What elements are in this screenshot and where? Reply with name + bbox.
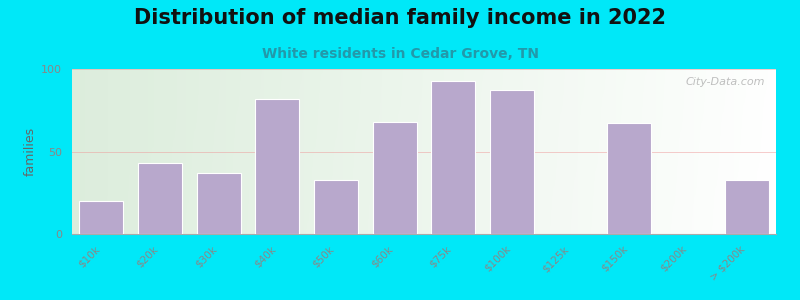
Bar <box>431 80 475 234</box>
Bar <box>490 90 534 234</box>
Text: City-Data.com: City-Data.com <box>686 77 766 87</box>
Bar <box>607 124 651 234</box>
Y-axis label: families: families <box>24 127 37 176</box>
Bar <box>197 173 241 234</box>
Bar <box>138 163 182 234</box>
Bar <box>314 179 358 234</box>
Bar <box>725 179 769 234</box>
Bar <box>373 122 417 234</box>
Text: Distribution of median family income in 2022: Distribution of median family income in … <box>134 8 666 28</box>
Text: White residents in Cedar Grove, TN: White residents in Cedar Grove, TN <box>262 46 538 61</box>
Bar <box>255 99 299 234</box>
Bar <box>79 201 123 234</box>
